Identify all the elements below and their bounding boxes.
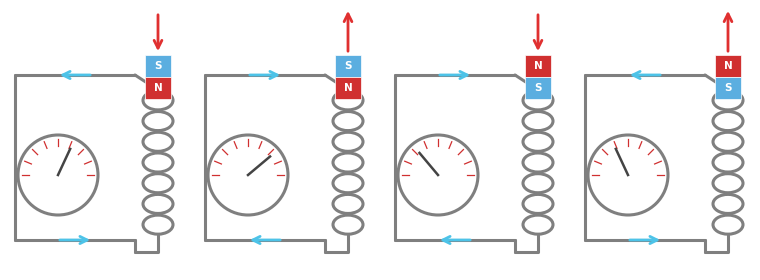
Text: S: S bbox=[344, 61, 352, 71]
Bar bbox=[145, 77, 171, 99]
Bar bbox=[145, 55, 171, 77]
Circle shape bbox=[18, 135, 98, 215]
Bar bbox=[525, 77, 551, 99]
Bar bbox=[335, 77, 361, 99]
Text: S: S bbox=[724, 83, 732, 93]
Text: S: S bbox=[154, 61, 162, 71]
Circle shape bbox=[588, 135, 668, 215]
Text: N: N bbox=[534, 61, 543, 71]
Text: N: N bbox=[724, 61, 733, 71]
Bar bbox=[715, 55, 741, 77]
Circle shape bbox=[208, 135, 288, 215]
Text: N: N bbox=[154, 83, 163, 93]
Text: N: N bbox=[344, 83, 353, 93]
Bar bbox=[715, 77, 741, 99]
Text: S: S bbox=[534, 83, 542, 93]
Bar bbox=[335, 55, 361, 77]
Circle shape bbox=[398, 135, 478, 215]
Bar bbox=[525, 55, 551, 77]
